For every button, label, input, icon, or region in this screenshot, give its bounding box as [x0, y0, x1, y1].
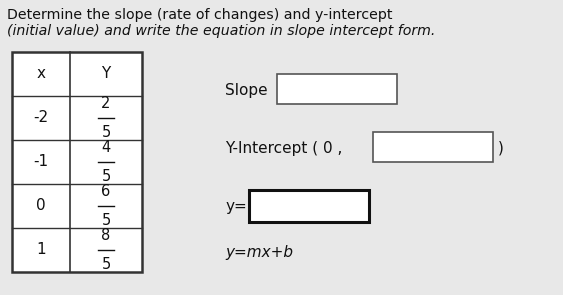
- Text: 5: 5: [101, 125, 110, 140]
- Text: -2: -2: [33, 111, 48, 125]
- Text: (initial value) and write the equation in slope intercept form.: (initial value) and write the equation i…: [7, 24, 435, 38]
- Bar: [373, 132, 493, 162]
- Text: y=: y=: [225, 199, 247, 214]
- Text: y=mx+b: y=mx+b: [225, 245, 293, 260]
- Text: 8: 8: [101, 228, 110, 243]
- Text: Slope: Slope: [225, 83, 267, 98]
- Text: 5: 5: [101, 213, 110, 228]
- Text: 4: 4: [101, 140, 110, 155]
- Bar: [12, 52, 142, 272]
- Text: Y: Y: [101, 66, 110, 81]
- Bar: [249, 190, 369, 222]
- Text: 1: 1: [36, 242, 46, 258]
- Text: ): ): [498, 140, 504, 155]
- Text: 5: 5: [101, 169, 110, 184]
- Text: 0: 0: [36, 199, 46, 214]
- Text: 5: 5: [101, 257, 110, 272]
- Bar: [277, 74, 397, 104]
- Text: 2: 2: [101, 96, 111, 111]
- Text: -1: -1: [33, 155, 48, 170]
- Text: 6: 6: [101, 184, 110, 199]
- Text: Y-Intercept ( 0 ,: Y-Intercept ( 0 ,: [225, 140, 342, 155]
- Text: x: x: [37, 66, 46, 81]
- Text: Determine the slope (rate of changes) and y-intercept: Determine the slope (rate of changes) an…: [7, 8, 392, 22]
